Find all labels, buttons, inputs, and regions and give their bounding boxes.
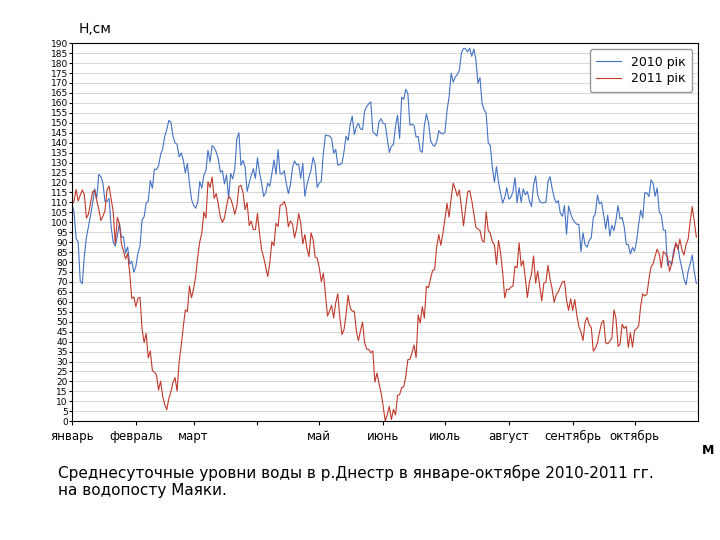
Line: 2011 рік: 2011 рік (72, 177, 696, 421)
2011 рік (290, 234, 299, 241)
2011 рік (603, 341, 612, 347)
2010 рік (548, 185, 557, 192)
2010 рік (465, 45, 474, 51)
2011 рік (212, 191, 220, 197)
2011 рік (68, 202, 76, 208)
Text: Среднесуточные уровни воды в р.Днестр в январе-октябре 2010-2011 гг.
на водопост: Среднесуточные уровни воды в р.Днестр в … (58, 464, 653, 498)
2010 рік (692, 280, 701, 287)
2011 рік (127, 295, 136, 302)
2010 рік (682, 281, 690, 288)
2011 рік (550, 299, 559, 306)
2010 рік (288, 165, 297, 171)
2010 рік (601, 226, 610, 232)
2011 рік (208, 174, 217, 180)
Legend: 2010 рік, 2011 рік: 2010 рік, 2011 рік (590, 50, 692, 92)
2010 рік (210, 144, 218, 151)
2010 рік (521, 192, 530, 198)
Text: М: М (701, 444, 714, 457)
2011 рік (692, 234, 701, 240)
Text: Н,см: Н,см (78, 22, 111, 36)
2011 рік (523, 294, 531, 301)
2010 рік (68, 200, 76, 207)
Line: 2010 рік: 2010 рік (72, 48, 696, 285)
2010 рік (127, 258, 136, 265)
2011 рік (381, 418, 390, 424)
